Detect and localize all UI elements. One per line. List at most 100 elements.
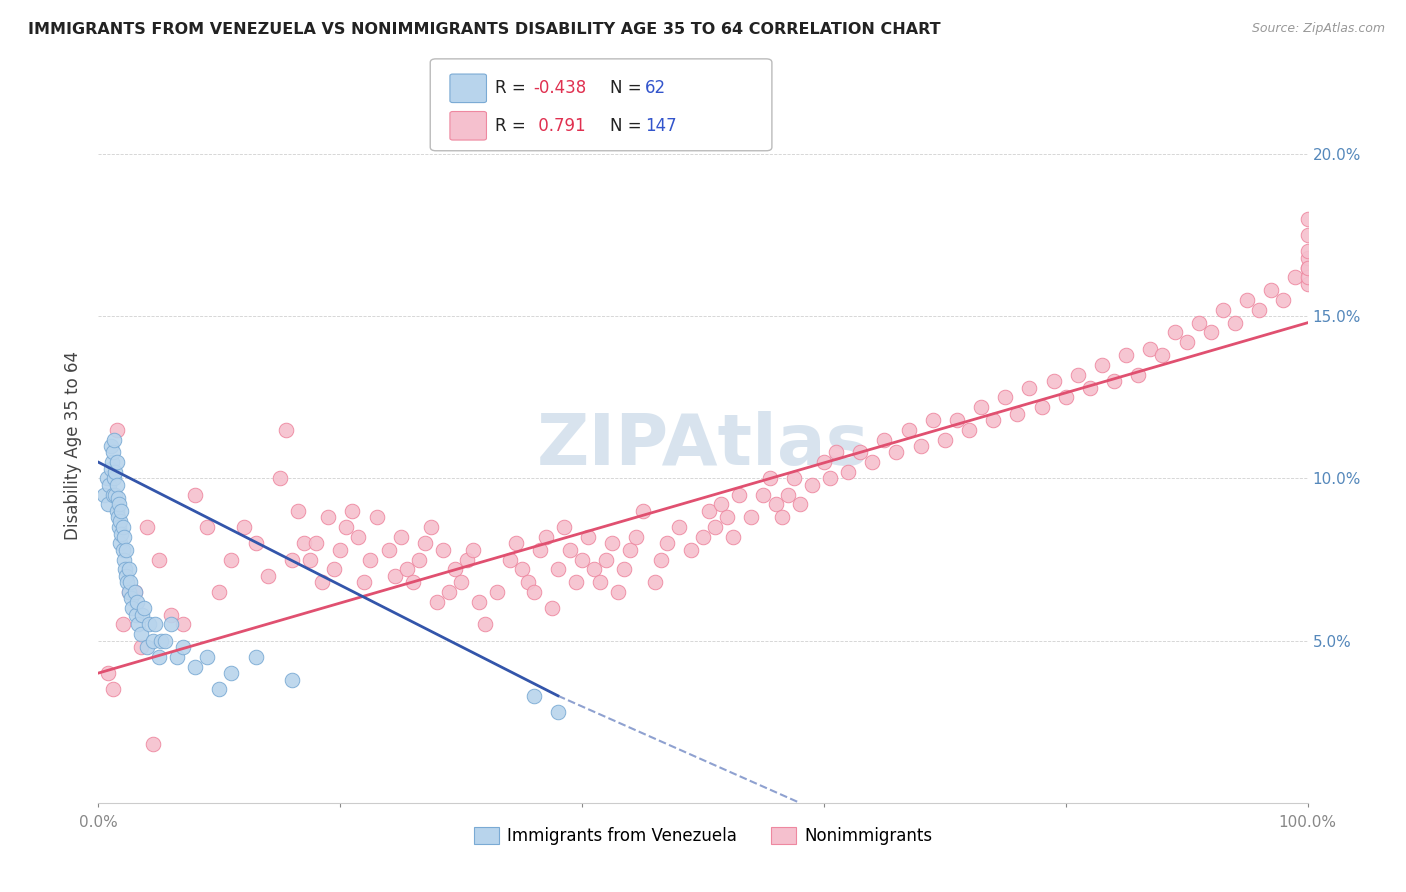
Point bbox=[463, 542, 485, 557]
Point bbox=[1115, 348, 1137, 362]
Point bbox=[105, 504, 128, 518]
Point bbox=[135, 520, 157, 534]
Point bbox=[108, 514, 131, 528]
Point bbox=[347, 530, 370, 544]
Point bbox=[118, 575, 141, 590]
Point bbox=[281, 673, 304, 687]
Point bbox=[716, 510, 738, 524]
Point bbox=[125, 607, 148, 622]
Point bbox=[650, 552, 672, 566]
Y-axis label: Disability Age 35 to 64: Disability Age 35 to 64 bbox=[65, 351, 83, 541]
Point bbox=[105, 455, 128, 469]
Point bbox=[1128, 368, 1150, 382]
Point bbox=[602, 536, 624, 550]
Point bbox=[1212, 302, 1234, 317]
Text: R =: R = bbox=[495, 117, 531, 135]
Point bbox=[245, 536, 267, 550]
Point bbox=[256, 568, 278, 582]
Point bbox=[142, 738, 165, 752]
Point bbox=[873, 433, 896, 447]
Point bbox=[668, 520, 690, 534]
Point bbox=[134, 601, 156, 615]
Point bbox=[208, 682, 231, 697]
Point bbox=[269, 471, 291, 485]
Point bbox=[583, 562, 606, 576]
Point bbox=[101, 682, 124, 697]
Point bbox=[172, 617, 194, 632]
Point bbox=[1223, 316, 1246, 330]
Point bbox=[366, 510, 388, 524]
Point bbox=[281, 552, 304, 566]
Point bbox=[946, 413, 969, 427]
Point bbox=[886, 445, 908, 459]
Point bbox=[127, 617, 149, 632]
Point bbox=[107, 491, 129, 505]
Point bbox=[311, 575, 333, 590]
Point bbox=[160, 607, 183, 622]
Point bbox=[108, 536, 131, 550]
Point bbox=[342, 504, 364, 518]
Point bbox=[111, 520, 134, 534]
Point bbox=[103, 471, 125, 485]
Point bbox=[758, 471, 780, 485]
Point bbox=[679, 542, 702, 557]
Point bbox=[529, 542, 551, 557]
Point bbox=[1260, 283, 1282, 297]
Point bbox=[384, 568, 406, 582]
Point bbox=[148, 552, 170, 566]
Point bbox=[195, 649, 218, 664]
Point bbox=[103, 433, 125, 447]
Point bbox=[120, 591, 142, 606]
Point bbox=[110, 526, 132, 541]
Text: Source: ZipAtlas.com: Source: ZipAtlas.com bbox=[1251, 22, 1385, 36]
Point bbox=[118, 585, 141, 599]
Point bbox=[740, 510, 762, 524]
Point bbox=[208, 585, 231, 599]
Point bbox=[287, 504, 309, 518]
Point bbox=[1054, 390, 1077, 404]
Point bbox=[565, 575, 588, 590]
Point bbox=[619, 542, 641, 557]
Point bbox=[897, 423, 920, 437]
Point bbox=[408, 552, 430, 566]
Point bbox=[329, 542, 352, 557]
Point bbox=[486, 585, 509, 599]
Point bbox=[1296, 244, 1319, 259]
Point bbox=[782, 471, 804, 485]
Point bbox=[115, 542, 138, 557]
Point bbox=[129, 627, 152, 641]
Point bbox=[221, 666, 243, 681]
Point bbox=[124, 585, 146, 599]
Point bbox=[534, 530, 557, 544]
Point bbox=[97, 497, 120, 511]
Point bbox=[142, 633, 165, 648]
Point bbox=[456, 552, 478, 566]
Point bbox=[704, 520, 727, 534]
Point bbox=[765, 497, 787, 511]
Point bbox=[108, 497, 131, 511]
Point bbox=[813, 455, 835, 469]
Point bbox=[516, 575, 538, 590]
Point bbox=[1284, 270, 1306, 285]
Text: ZIPAtlas: ZIPAtlas bbox=[537, 411, 869, 481]
Point bbox=[1199, 326, 1222, 340]
Text: IMMIGRANTS FROM VENEZUELA VS NONIMMIGRANTS DISABILITY AGE 35 TO 64 CORRELATION C: IMMIGRANTS FROM VENEZUELA VS NONIMMIGRAN… bbox=[28, 22, 941, 37]
Point bbox=[910, 439, 932, 453]
Point bbox=[547, 562, 569, 576]
Point bbox=[468, 595, 491, 609]
Point bbox=[100, 439, 122, 453]
Text: 0.791: 0.791 bbox=[533, 117, 585, 135]
Point bbox=[305, 536, 328, 550]
Point bbox=[112, 552, 135, 566]
Point bbox=[576, 530, 599, 544]
Point bbox=[631, 504, 654, 518]
Point bbox=[1031, 400, 1053, 414]
Point bbox=[1067, 368, 1090, 382]
Point bbox=[111, 617, 134, 632]
Point bbox=[292, 536, 315, 550]
Point bbox=[166, 649, 188, 664]
Point bbox=[540, 601, 562, 615]
Point bbox=[776, 488, 799, 502]
Point bbox=[402, 575, 425, 590]
Point bbox=[299, 552, 322, 566]
